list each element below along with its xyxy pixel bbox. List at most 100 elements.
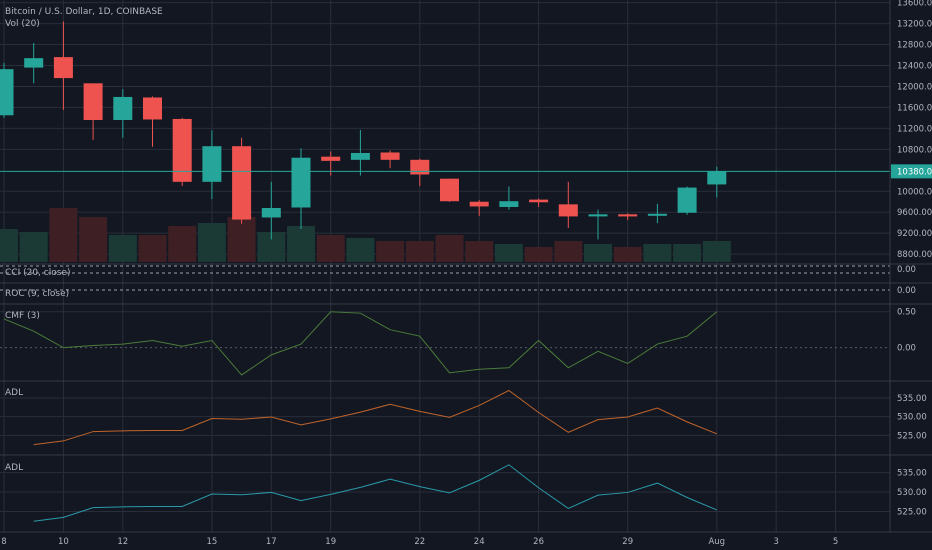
volume-bar bbox=[197, 223, 226, 262]
price-tick-label: 11600.00 bbox=[897, 103, 932, 113]
candle-body bbox=[261, 208, 281, 218]
indicator-tick-label: 530.00 bbox=[897, 488, 927, 498]
candle-body bbox=[53, 57, 73, 79]
last-price-tag bbox=[891, 164, 932, 179]
indicator-value-label: 0.00 bbox=[897, 286, 916, 296]
price-tick-label: 10000.00 bbox=[897, 187, 932, 197]
candle-body bbox=[529, 199, 549, 203]
candle-body bbox=[558, 204, 578, 217]
time-tick-label: 5 bbox=[833, 537, 838, 547]
candle-body bbox=[291, 157, 311, 208]
indicator-tick-label: 535.00 bbox=[897, 394, 927, 404]
volume-bar bbox=[524, 247, 553, 262]
volume-bar bbox=[702, 241, 731, 262]
time-tick-label: 8 bbox=[1, 537, 6, 547]
candle-body bbox=[380, 152, 400, 160]
volume-bar bbox=[435, 235, 464, 262]
price-tick-label: 13600.00 bbox=[897, 0, 932, 9]
cci-label: CCI (20, close) bbox=[5, 268, 70, 278]
volume-bar bbox=[376, 241, 405, 262]
volume-bar bbox=[643, 244, 672, 262]
candle-body bbox=[172, 118, 192, 182]
candle-body bbox=[202, 146, 222, 182]
price-tick-label: 12000.00 bbox=[897, 82, 932, 92]
time-tick-label: 26 bbox=[533, 537, 544, 547]
indicator-tick-label: 535.00 bbox=[897, 469, 927, 479]
chart-title: Bitcoin / U.S. Dollar, 1D, COINBASE bbox=[5, 7, 163, 17]
candle-body bbox=[499, 201, 519, 207]
candle-body bbox=[677, 187, 697, 213]
time-tick-label: 24 bbox=[474, 537, 485, 547]
price-tick-label: 9600.00 bbox=[897, 208, 932, 218]
indicator-line bbox=[33, 464, 717, 522]
volume-bar bbox=[49, 208, 78, 262]
candle-body bbox=[232, 146, 252, 220]
candle-body bbox=[0, 69, 14, 116]
price-tick-label: 12400.00 bbox=[897, 62, 932, 72]
candle-body bbox=[440, 178, 459, 202]
price-tick-label: 8800.00 bbox=[897, 250, 932, 260]
candle-body bbox=[83, 83, 103, 120]
price-tick-label: 13200.00 bbox=[897, 20, 932, 30]
indicator-tick-label: 0.00 bbox=[897, 344, 916, 354]
time-tick-label: 29 bbox=[622, 537, 633, 547]
candle-body bbox=[113, 96, 133, 120]
volume-bar bbox=[108, 235, 137, 262]
roc-label: ROC (9, close) bbox=[5, 289, 69, 299]
indicator-line bbox=[3, 311, 718, 376]
candle-body bbox=[618, 214, 638, 217]
price-tick-label: 10800.00 bbox=[897, 145, 932, 155]
time-tick-label: 19 bbox=[325, 537, 336, 547]
cmf-label: CMF (3) bbox=[5, 311, 40, 321]
candle-body bbox=[647, 213, 667, 216]
time-tick-label: 22 bbox=[414, 537, 425, 547]
volume-bar bbox=[227, 217, 256, 262]
volume-bar bbox=[316, 235, 345, 262]
candle-body bbox=[410, 159, 430, 175]
volume-bar bbox=[138, 235, 167, 262]
time-tick-label: 3 bbox=[773, 537, 778, 547]
candle-body bbox=[469, 201, 489, 207]
time-tick-label: 10 bbox=[58, 537, 69, 547]
last-price-label: 10380.00 bbox=[897, 167, 932, 177]
candle-body bbox=[707, 171, 727, 185]
time-tick-label: Aug bbox=[708, 537, 725, 547]
indicator-value-label: 0.00 bbox=[897, 265, 916, 275]
time-tick-label: 12 bbox=[117, 537, 128, 547]
indicator-tick-label: 530.00 bbox=[897, 413, 927, 423]
candle-body bbox=[24, 58, 44, 68]
adl-label-1: ADL bbox=[5, 388, 23, 398]
volume-bar bbox=[287, 226, 315, 262]
price-tick-label: 11200.00 bbox=[897, 124, 932, 134]
candle-body bbox=[588, 214, 608, 217]
volume-bar bbox=[0, 229, 18, 262]
volume-label: Vol (20) bbox=[5, 19, 40, 29]
volume-bar bbox=[554, 241, 583, 262]
volume-bar bbox=[613, 247, 642, 262]
indicator-panes bbox=[0, 265, 890, 522]
price-tick-label: 12800.00 bbox=[897, 41, 932, 51]
volume-bar bbox=[79, 217, 108, 262]
volume-bar bbox=[168, 226, 197, 262]
adl-label-2: ADL bbox=[5, 463, 23, 473]
volume-bar bbox=[673, 244, 702, 262]
candles bbox=[0, 21, 727, 240]
volume-bar bbox=[465, 241, 494, 262]
indicator-tick-label: 0.50 bbox=[897, 308, 916, 318]
volume-bar bbox=[584, 244, 612, 262]
price-tick-label: 9200.00 bbox=[897, 229, 932, 239]
candle-body bbox=[143, 97, 162, 120]
indicator-tick-label: 525.00 bbox=[897, 508, 927, 518]
indicator-line bbox=[33, 389, 717, 446]
volume-bars bbox=[0, 208, 731, 262]
candle-body bbox=[350, 153, 370, 160]
volume-bar bbox=[494, 244, 523, 262]
time-tick-label: 17 bbox=[266, 537, 277, 547]
indicator-tick-label: 525.00 bbox=[897, 431, 927, 441]
volume-bar bbox=[405, 241, 434, 262]
time-tick-label: 15 bbox=[206, 537, 217, 547]
volume-bar bbox=[346, 238, 375, 262]
candle-body bbox=[321, 156, 341, 161]
